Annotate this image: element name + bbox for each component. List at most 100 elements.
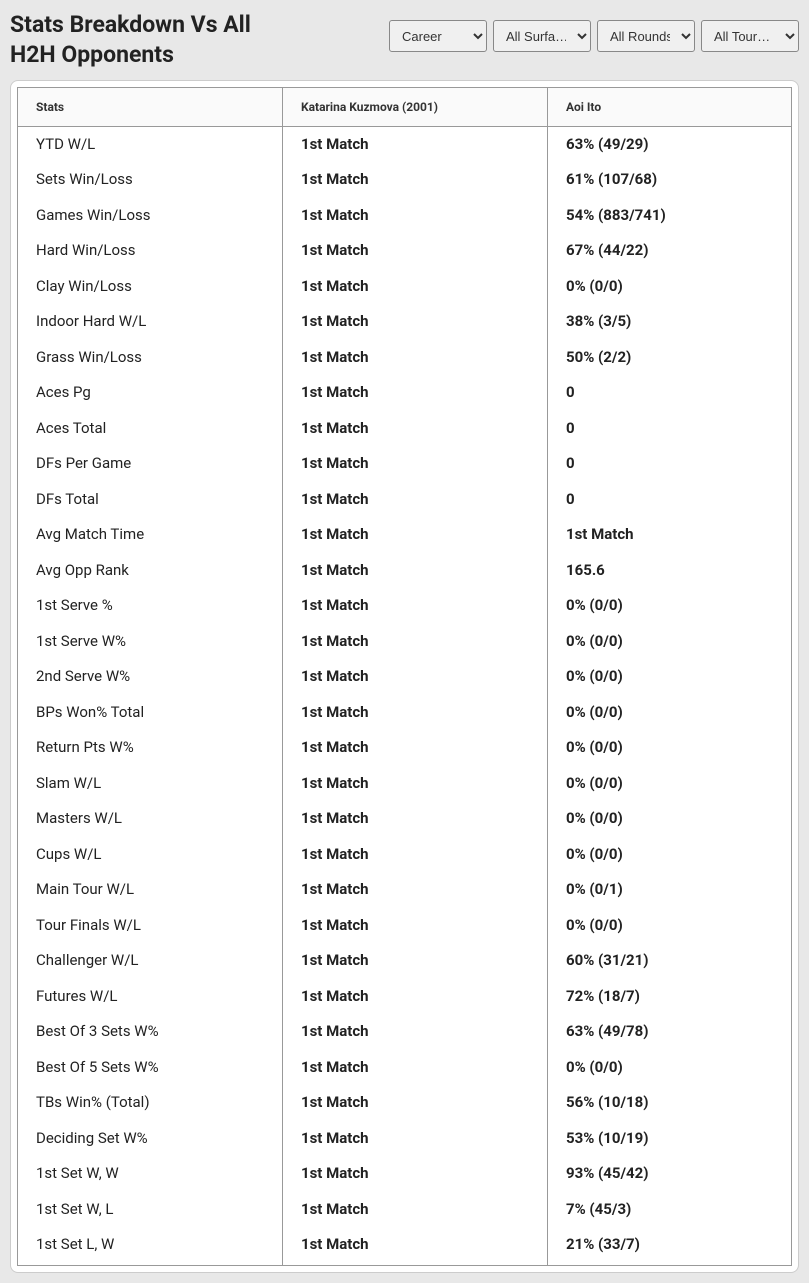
stat-label: Main Tour W/L: [18, 872, 283, 908]
stat-label: Clay Win/Loss: [18, 269, 283, 305]
stat-label: 1st Serve %: [18, 588, 283, 624]
stat-label: DFs Per Game: [18, 446, 283, 482]
tours-filter[interactable]: All Tour…: [701, 20, 799, 52]
stat-label: 1st Set W, L: [18, 1192, 283, 1228]
stat-label: Games Win/Loss: [18, 198, 283, 234]
player2-value: 63% (49/29): [548, 126, 792, 162]
career-filter[interactable]: Career: [389, 20, 487, 52]
player1-value: 1st Match: [283, 588, 548, 624]
table-row: Tour Finals W/L1st Match0% (0/0): [18, 908, 792, 944]
player2-value: 53% (10/19): [548, 1121, 792, 1157]
stat-label: Aces Pg: [18, 375, 283, 411]
table-row: Avg Match Time1st Match1st Match: [18, 517, 792, 553]
player1-value: 1st Match: [283, 517, 548, 553]
player1-value: 1st Match: [283, 411, 548, 447]
header-stats: Stats: [18, 87, 283, 126]
table-row: Sets Win/Loss1st Match61% (107/68): [18, 162, 792, 198]
player2-value: 0% (0/0): [548, 730, 792, 766]
table-body: YTD W/L1st Match63% (49/29)Sets Win/Loss…: [18, 126, 792, 1265]
player2-value: 0: [548, 482, 792, 518]
player2-value: 0: [548, 446, 792, 482]
player1-value: 1st Match: [283, 1192, 548, 1228]
player2-value: 0: [548, 375, 792, 411]
table-row: DFs Total1st Match0: [18, 482, 792, 518]
player1-value: 1st Match: [283, 304, 548, 340]
player2-value: 54% (883/741): [548, 198, 792, 234]
player2-value: 67% (44/22): [548, 233, 792, 269]
stat-label: Futures W/L: [18, 979, 283, 1015]
player2-value: 0% (0/0): [548, 908, 792, 944]
player2-value: 0% (0/0): [548, 766, 792, 802]
stats-table: Stats Katarina Kuzmova (2001) Aoi Ito YT…: [17, 87, 792, 1266]
player2-value: 93% (45/42): [548, 1156, 792, 1192]
player2-value: 38% (3/5): [548, 304, 792, 340]
player2-value: 60% (31/21): [548, 943, 792, 979]
player1-value: 1st Match: [283, 766, 548, 802]
player1-value: 1st Match: [283, 872, 548, 908]
stat-label: Best Of 3 Sets W%: [18, 1014, 283, 1050]
table-row: BPs Won% Total1st Match0% (0/0): [18, 695, 792, 731]
stat-label: Aces Total: [18, 411, 283, 447]
stat-label: YTD W/L: [18, 126, 283, 162]
rounds-filter[interactable]: All Rounds: [597, 20, 695, 52]
player2-value: 72% (18/7): [548, 979, 792, 1015]
table-row: Avg Opp Rank1st Match165.6: [18, 553, 792, 589]
player2-value: 21% (33/7): [548, 1227, 792, 1265]
table-row: Grass Win/Loss1st Match50% (2/2): [18, 340, 792, 376]
player1-value: 1st Match: [283, 624, 548, 660]
table-row: DFs Per Game1st Match0: [18, 446, 792, 482]
player2-value: 0% (0/1): [548, 872, 792, 908]
table-row: 1st Set L, W1st Match21% (33/7): [18, 1227, 792, 1265]
stat-label: Indoor Hard W/L: [18, 304, 283, 340]
player2-value: 1st Match: [548, 517, 792, 553]
player2-value: 0% (0/0): [548, 659, 792, 695]
player2-value: 63% (49/78): [548, 1014, 792, 1050]
table-row: Best Of 3 Sets W%1st Match63% (49/78): [18, 1014, 792, 1050]
stat-label: 2nd Serve W%: [18, 659, 283, 695]
player2-value: 50% (2/2): [548, 340, 792, 376]
table-row: 1st Serve W%1st Match0% (0/0): [18, 624, 792, 660]
stat-label: Tour Finals W/L: [18, 908, 283, 944]
table-row: Return Pts W%1st Match0% (0/0): [18, 730, 792, 766]
stat-label: DFs Total: [18, 482, 283, 518]
player1-value: 1st Match: [283, 482, 548, 518]
table-row: Slam W/L1st Match0% (0/0): [18, 766, 792, 802]
table-row: 1st Set W, L1st Match7% (45/3): [18, 1192, 792, 1228]
table-row: Main Tour W/L1st Match0% (0/1): [18, 872, 792, 908]
player1-value: 1st Match: [283, 908, 548, 944]
player2-value: 61% (107/68): [548, 162, 792, 198]
player1-value: 1st Match: [283, 553, 548, 589]
stat-label: Masters W/L: [18, 801, 283, 837]
player2-value: 0% (0/0): [548, 624, 792, 660]
stat-label: Grass Win/Loss: [18, 340, 283, 376]
stats-container: Stats Breakdown Vs All H2H Opponents Car…: [0, 0, 809, 1283]
player1-value: 1st Match: [283, 659, 548, 695]
table-row: Aces Pg1st Match0: [18, 375, 792, 411]
surfaces-filter[interactable]: All Surfa…: [493, 20, 591, 52]
table-row: Masters W/L1st Match0% (0/0): [18, 801, 792, 837]
table-row: Aces Total1st Match0: [18, 411, 792, 447]
player1-value: 1st Match: [283, 1050, 548, 1086]
table-row: Futures W/L1st Match72% (18/7): [18, 979, 792, 1015]
table-row: YTD W/L1st Match63% (49/29): [18, 126, 792, 162]
filters-group: Career All Surfa… All Rounds All Tour…: [389, 20, 799, 52]
page-title: Stats Breakdown Vs All H2H Opponents: [10, 10, 290, 70]
stat-label: 1st Set L, W: [18, 1227, 283, 1265]
table-row: 1st Serve %1st Match0% (0/0): [18, 588, 792, 624]
player2-value: 0% (0/0): [548, 801, 792, 837]
table-row: Cups W/L1st Match0% (0/0): [18, 837, 792, 873]
player2-value: 0% (0/0): [548, 269, 792, 305]
player2-value: 165.6: [548, 553, 792, 589]
stat-label: BPs Won% Total: [18, 695, 283, 731]
table-wrapper: Stats Katarina Kuzmova (2001) Aoi Ito YT…: [10, 80, 799, 1273]
table-row: Clay Win/Loss1st Match0% (0/0): [18, 269, 792, 305]
stat-label: Slam W/L: [18, 766, 283, 802]
player1-value: 1st Match: [283, 340, 548, 376]
player1-value: 1st Match: [283, 979, 548, 1015]
stat-label: Return Pts W%: [18, 730, 283, 766]
player1-value: 1st Match: [283, 1085, 548, 1121]
table-row: Games Win/Loss1st Match54% (883/741): [18, 198, 792, 234]
player2-value: 0% (0/0): [548, 588, 792, 624]
player1-value: 1st Match: [283, 198, 548, 234]
player1-value: 1st Match: [283, 730, 548, 766]
